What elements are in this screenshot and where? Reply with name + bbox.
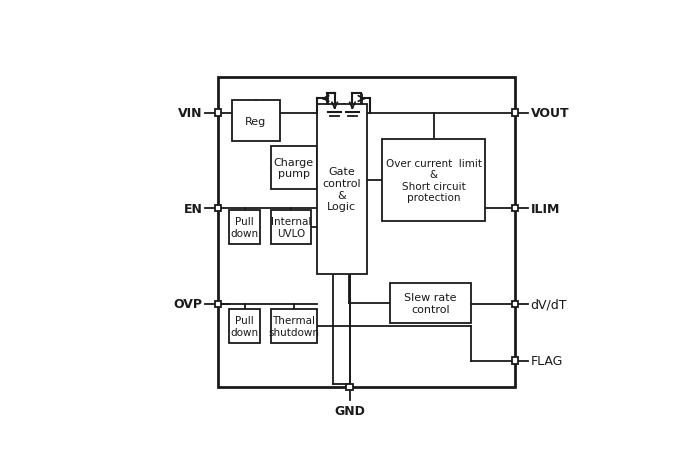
Text: Reg: Reg (245, 117, 267, 126)
Text: VIN: VIN (178, 107, 202, 120)
Bar (512, 206, 518, 212)
Bar (512, 358, 518, 364)
Text: dV/dT: dV/dT (531, 298, 567, 311)
Text: Over current  limit
&
Short circuit
protection: Over current limit & Short circuit prote… (386, 158, 482, 203)
Text: FLAG: FLAG (531, 354, 563, 367)
Text: Pull
down: Pull down (231, 217, 259, 238)
Text: Internal
UVLO: Internal UVLO (271, 217, 311, 238)
Bar (383, 140, 485, 221)
Text: OVP: OVP (173, 298, 202, 311)
Text: ILIM: ILIM (531, 202, 560, 215)
Text: Thermal
shutdown: Thermal shutdown (268, 315, 319, 337)
Text: Charge
pump: Charge pump (274, 157, 314, 179)
Bar (229, 211, 261, 244)
Bar (232, 101, 280, 142)
Text: GND: GND (334, 404, 365, 417)
Text: Gate
control
&
Logic: Gate control & Logic (323, 167, 361, 212)
Bar (218, 78, 515, 387)
Bar (512, 301, 518, 308)
Bar (271, 309, 317, 343)
Bar (512, 110, 518, 117)
Bar (346, 384, 352, 391)
Bar (317, 105, 366, 274)
Bar (271, 211, 311, 244)
Text: VOUT: VOUT (531, 107, 569, 120)
Bar (271, 147, 317, 190)
Bar (229, 309, 261, 343)
Text: Pull
down: Pull down (231, 315, 259, 337)
Bar (215, 206, 221, 212)
Bar (215, 301, 221, 308)
Text: EN: EN (184, 202, 202, 215)
Bar (215, 110, 221, 117)
Text: Slew rate
control: Slew rate control (404, 292, 457, 314)
Bar (390, 283, 471, 324)
